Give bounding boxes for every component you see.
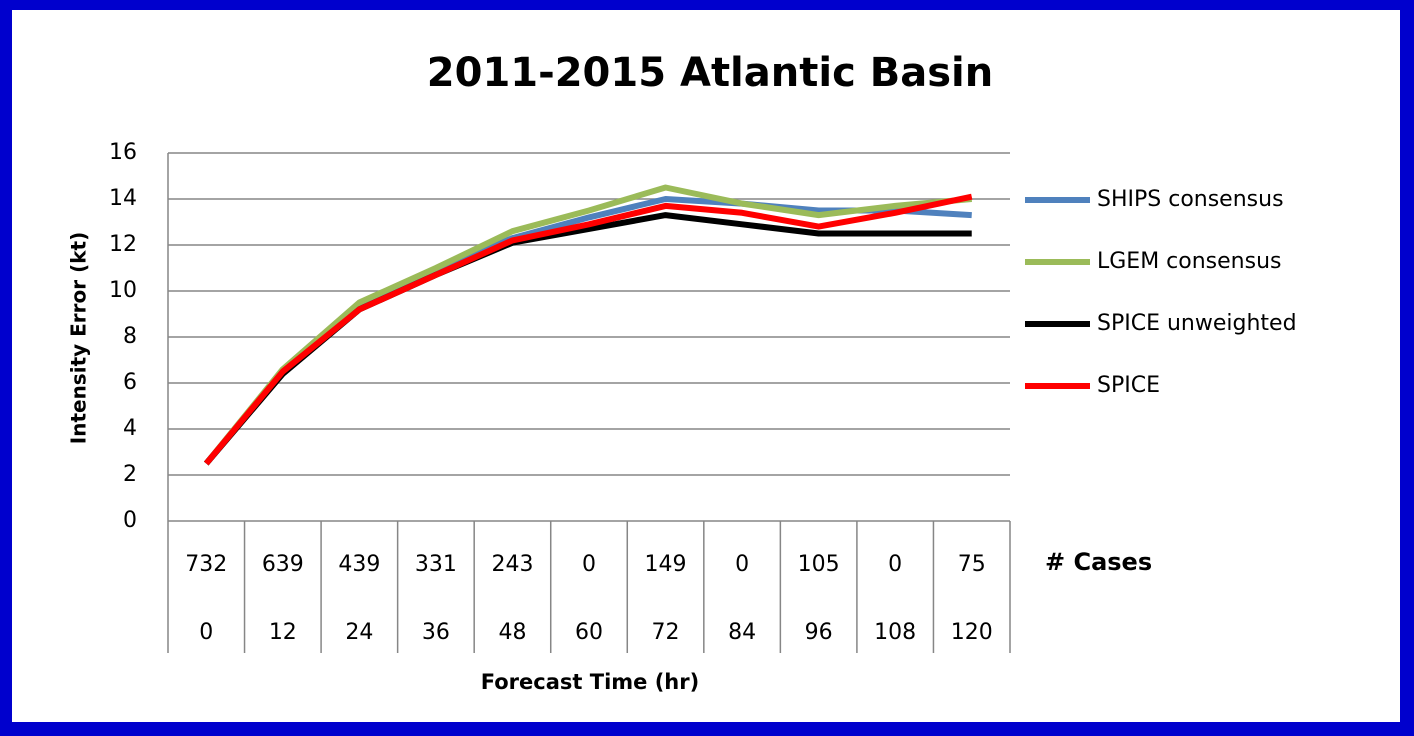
case-count: 0 <box>582 552 596 577</box>
case-count: 0 <box>888 552 902 577</box>
series-line <box>203 193 973 466</box>
y-axis-title: Intensity Error (kt) <box>67 232 91 444</box>
case-count: 243 <box>491 552 533 577</box>
x-tick-label: 0 <box>199 620 213 645</box>
case-count: 0 <box>735 552 749 577</box>
y-tick-label: 6 <box>123 370 137 395</box>
x-tick-label: 120 <box>951 620 993 645</box>
cases-label: # Cases <box>1045 548 1152 576</box>
legend-label: SHIPS consensus <box>1097 187 1284 212</box>
y-tick-label: 10 <box>109 278 137 303</box>
x-tick-label: 24 <box>345 620 373 645</box>
x-tick-label: 96 <box>805 620 833 645</box>
x-tick-label: 48 <box>498 620 526 645</box>
y-tick-label: 16 <box>109 140 137 165</box>
x-axis-title: Forecast Time (hr) <box>481 670 699 694</box>
case-count: 75 <box>958 552 986 577</box>
case-count: 732 <box>185 552 227 577</box>
legend-label: LGEM consensus <box>1097 249 1282 274</box>
x-tick-label: 72 <box>652 620 680 645</box>
legend-label: SPICE unweighted <box>1097 311 1297 336</box>
chart-frame <box>12 10 1400 722</box>
x-tick-label: 84 <box>728 620 756 645</box>
x-tick-label: 36 <box>422 620 450 645</box>
case-count: 105 <box>798 552 840 577</box>
case-count: 439 <box>338 552 380 577</box>
x-tick-label: 60 <box>575 620 603 645</box>
y-tick-label: 4 <box>123 416 137 441</box>
case-count: 331 <box>415 552 457 577</box>
y-tick-label: 0 <box>123 508 137 533</box>
legend-label: SPICE <box>1097 373 1160 398</box>
x-tick-label: 108 <box>874 620 916 645</box>
y-tick-label: 2 <box>123 462 137 487</box>
y-tick-label: 14 <box>109 186 137 211</box>
series-line <box>203 184 972 466</box>
chart-title: 2011-2015 Atlantic Basin <box>427 50 993 96</box>
y-tick-label: 8 <box>123 324 137 349</box>
x-tick-label: 12 <box>269 620 297 645</box>
y-tick-label: 12 <box>109 232 137 257</box>
series-line <box>203 196 972 466</box>
case-count: 639 <box>262 552 304 577</box>
case-count: 149 <box>645 552 687 577</box>
